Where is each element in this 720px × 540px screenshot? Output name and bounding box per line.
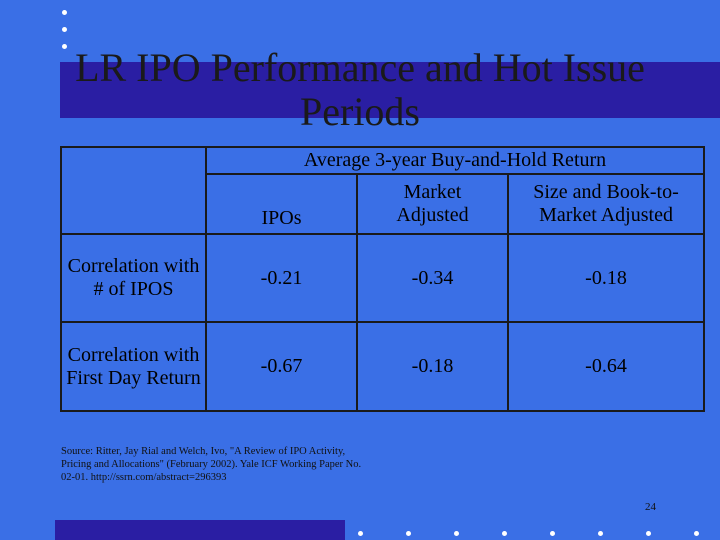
table-cell: -0.64 [506,321,706,412]
decor-dot [406,531,411,536]
table-cell: -0.18 [356,321,509,412]
bottom-accent-bar [55,520,345,540]
decor-dot [62,44,67,49]
table-group-header-row: Average 3-year Buy-and-Hold Return [60,146,706,235]
table-cell: -0.18 [506,233,706,323]
decor-dot [358,531,363,536]
col-header-market-adjusted: Market Adjusted [356,173,509,235]
table-cell: -0.34 [356,233,509,323]
decor-dot [62,10,67,15]
source-citation: Source: Ritter, Jay Rial and Welch, Ivo,… [61,446,362,483]
decor-dot [502,531,507,536]
table-cell: -0.67 [205,321,358,412]
table-header-row: IPOs Market Adjusted Size and Book-to-Ma… [61,173,706,235]
decor-dot [454,531,459,536]
decor-dot [694,531,699,536]
col-header-size-btm-adjusted: Size and Book-to-Market Adjusted [506,173,706,235]
decor-dot [646,531,651,536]
group-header: Average 3-year Buy-and-Hold Return [204,146,706,175]
results-table: Average 3-year Buy-and-Hold Return IPOs … [60,146,706,412]
row-label: Correlation with # of IPOS [60,233,207,323]
decor-dot [62,27,67,32]
table-cell: -0.21 [205,233,358,323]
title-accent-bar [60,62,720,118]
slide-title: LR IPO Performance and Hot Issue Periods [75,45,645,134]
row-label: Correlation with First Day Return [60,321,207,412]
table-corner-cell [60,146,207,235]
table-row: Correlation with First Day Return -0.67 … [60,321,706,412]
col-header-ipos: IPOs [205,173,358,235]
decor-dot [598,531,603,536]
table-row: Correlation with # of IPOS -0.21 -0.34 -… [60,233,706,323]
page-number: 24 [645,501,656,513]
decor-dot [550,531,555,536]
